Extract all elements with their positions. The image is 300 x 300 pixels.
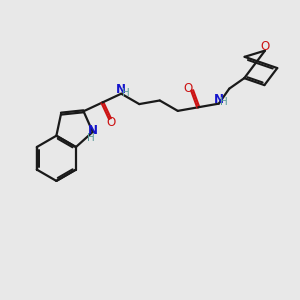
Text: O: O: [260, 40, 270, 53]
Text: H: H: [87, 134, 94, 143]
Text: O: O: [106, 116, 115, 129]
Text: N: N: [214, 93, 224, 106]
Text: N: N: [116, 83, 126, 96]
Text: N: N: [88, 124, 98, 137]
Text: H: H: [220, 98, 228, 107]
Text: O: O: [184, 82, 193, 94]
Text: H: H: [122, 88, 130, 98]
